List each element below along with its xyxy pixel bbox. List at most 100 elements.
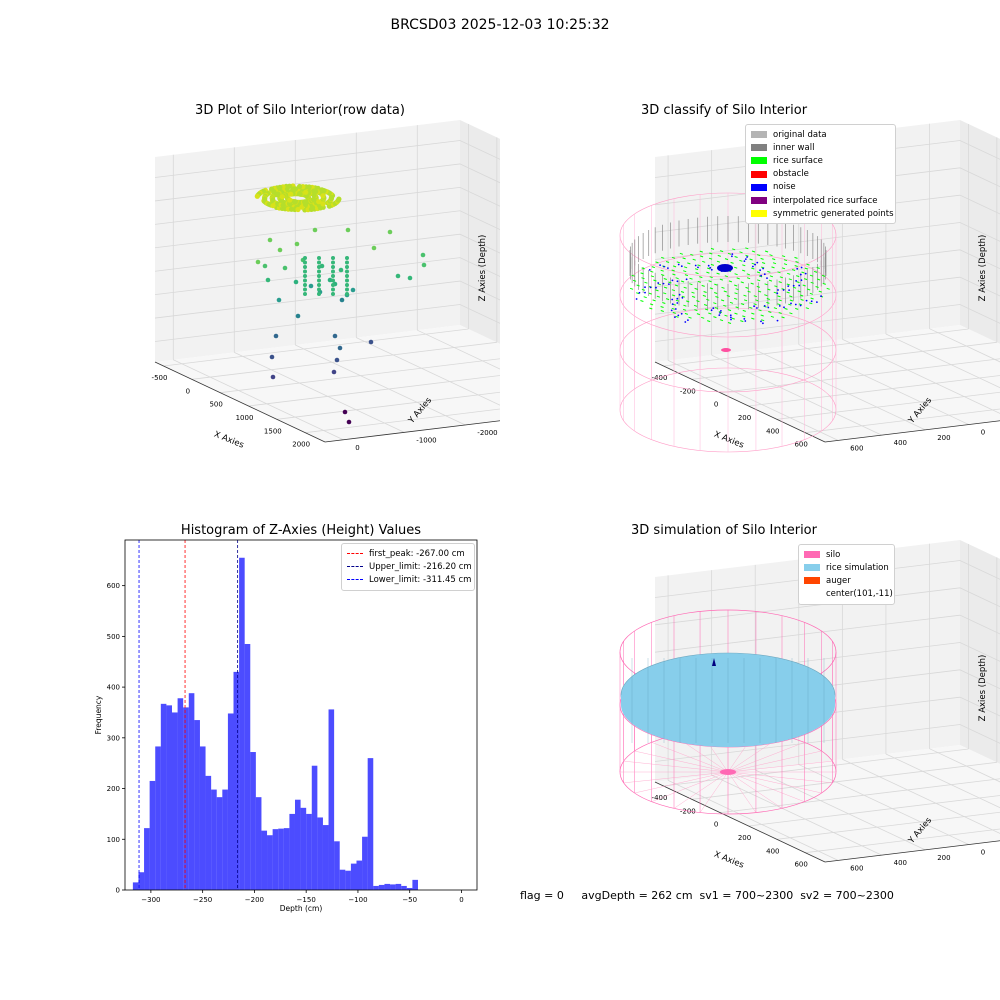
legend-label: first_peak: -267.00 cm: [369, 548, 465, 559]
histogram-legend: first_peak: -267.00 cm Upper_limit: -216.…: [341, 543, 475, 591]
rice-surface-point: [719, 278, 724, 281]
point: [368, 339, 374, 345]
rice-surface-point: [755, 299, 759, 302]
rice-surface-point: [771, 266, 775, 269]
noise-point: [680, 265, 683, 268]
rice-surface-point: [760, 314, 764, 317]
point: [350, 287, 356, 293]
legend-swatch: [751, 131, 767, 139]
rice-surface-point: [821, 274, 826, 277]
noise-cluster: [717, 264, 733, 272]
rice-surface-point: [783, 259, 788, 262]
rice-surface-point: [703, 304, 708, 306]
noise-point: [719, 312, 721, 314]
rice-surface-point: [663, 278, 667, 280]
point: [303, 265, 307, 269]
histogram-bar: [362, 836, 368, 890]
grid-line: [663, 328, 969, 367]
rice-surface-point: [777, 295, 781, 298]
noise-point: [800, 279, 803, 282]
noise-point: [678, 293, 681, 296]
point: [303, 278, 307, 283]
rice-surface-point: [683, 304, 687, 307]
rice-surface-point: [640, 272, 644, 275]
noise-point: [671, 303, 674, 305]
histogram-bar: [283, 828, 290, 890]
noise-point: [730, 316, 732, 319]
histogram-bar: [261, 830, 268, 890]
histogram-bar: [155, 746, 161, 890]
rice-surface-point: [740, 303, 745, 306]
legend-entry: first_peak: -267.00 cm: [347, 547, 469, 560]
rice-surface-point: [736, 277, 740, 280]
grid-line: [663, 748, 969, 787]
point: [317, 260, 321, 265]
rice-surface-point: [688, 316, 692, 319]
point: [282, 265, 288, 271]
noise-point: [731, 253, 734, 256]
classify-legend: original data inner wall rice surface obsta…: [745, 124, 896, 225]
rice-surface-point: [702, 294, 707, 297]
noise-point: [681, 296, 684, 299]
silo-floor-spoke: [651, 771, 729, 802]
y-tick-label: 0: [981, 849, 985, 857]
noise-point: [644, 286, 646, 289]
rice-surface-point: [746, 273, 750, 276]
grid-line: [654, 276, 1000, 315]
grid-line: [163, 328, 469, 367]
noise-point: [798, 284, 801, 287]
point: [297, 183, 303, 190]
noise-point: [644, 291, 646, 294]
rice-surface-point: [734, 273, 738, 276]
rice-surface-point: [757, 290, 762, 293]
point: [294, 241, 300, 247]
noise-point: [674, 308, 677, 310]
histogram-bar: [144, 828, 150, 890]
point: [331, 278, 335, 283]
rice-surface-point: [696, 313, 701, 316]
legend-label: symmetric generated points: [773, 208, 894, 219]
histogram-bar: [211, 789, 217, 890]
rice-surface-point: [739, 251, 743, 254]
rice-surface-point: [783, 263, 788, 266]
rice-surface-point: [734, 292, 738, 295]
noise-point: [796, 267, 799, 270]
y-tick-label: -1000: [416, 436, 436, 444]
legend-entry: auger: [804, 574, 889, 587]
grid-line: [748, 795, 1000, 827]
x-tick-label: -400: [652, 794, 668, 802]
rice-surface-point: [797, 290, 801, 293]
point: [292, 199, 298, 205]
rice-surface-point: [726, 295, 730, 297]
rice-surface-point: [729, 301, 734, 304]
z-axis-label: Z Axies (Depth): [978, 235, 988, 302]
rice-surface-point: [649, 307, 653, 310]
rice-surface-point: [753, 303, 757, 306]
noise-point: [657, 282, 660, 284]
rice-surface-point: [801, 271, 805, 274]
noise-point: [684, 321, 687, 323]
noise-point: [787, 285, 790, 287]
legend-entry: center(101,-11): [804, 588, 893, 601]
noise-point: [671, 279, 674, 282]
point: [262, 196, 268, 202]
grid-line: [173, 359, 344, 441]
rice-surface-point: [766, 298, 770, 300]
noise-point: [648, 269, 651, 271]
grid-line: [305, 408, 500, 434]
histogram-bar: [233, 671, 240, 890]
noise-point: [754, 263, 756, 266]
point: [276, 297, 282, 303]
rice-surface-point: [671, 269, 675, 272]
point: [317, 287, 321, 292]
x-tick-label: 200: [738, 414, 751, 422]
rice-surface-point: [788, 278, 792, 281]
point: [337, 345, 343, 351]
grid-line: [295, 344, 466, 426]
histogram-bar: [334, 841, 340, 890]
rice-surface-point: [704, 308, 709, 311]
x-axis-label: X Axies: [712, 430, 745, 451]
histogram-bar: [244, 643, 251, 890]
rice-surface-point: [694, 309, 698, 312]
noise-point: [707, 264, 710, 267]
